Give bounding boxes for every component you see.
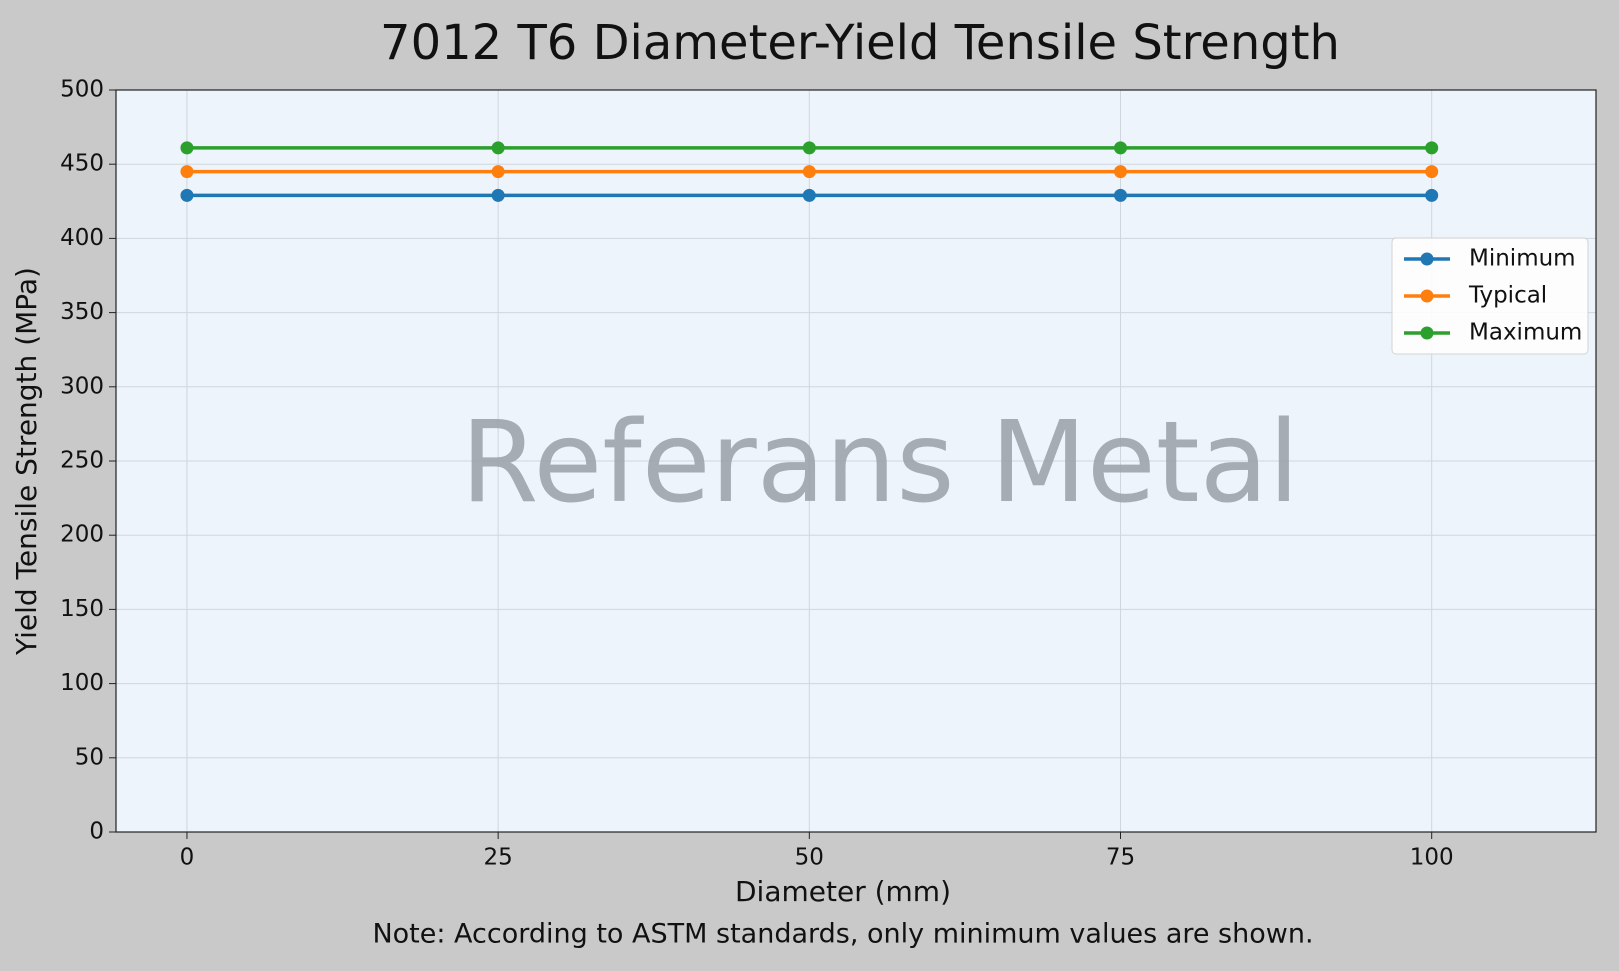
y-tick-label: 200 (60, 522, 104, 548)
legend-marker (1420, 252, 1434, 266)
x-tick-label: 50 (795, 845, 824, 871)
y-tick-label: 400 (60, 225, 104, 251)
watermark: Referans Metal (461, 398, 1300, 528)
y-tick-label: 0 (89, 819, 104, 845)
data-point (802, 165, 816, 179)
y-tick-label: 250 (60, 448, 104, 474)
x-tick-label: 75 (1106, 845, 1135, 871)
data-point (1114, 165, 1128, 179)
note: Note: According to ASTM standards, only … (372, 919, 1313, 950)
y-tick-label: 500 (60, 77, 104, 103)
legend-label: Minimum (1469, 246, 1576, 272)
legend-marker (1420, 326, 1434, 340)
y-tick-label: 300 (60, 373, 104, 399)
data-point (491, 188, 505, 202)
chart-title: 7012 T6 Diameter-Yield Tensile Strength (380, 15, 1340, 71)
y-tick-label: 100 (60, 670, 104, 696)
data-point (180, 141, 194, 155)
legend: Minimum Typical Maximum (1391, 237, 1589, 355)
data-point (1114, 141, 1128, 155)
data-point (491, 141, 505, 155)
legend-label: Maximum (1469, 320, 1582, 346)
legend-label: Typical (1468, 283, 1547, 309)
y-tick-label: 50 (75, 744, 104, 770)
legend-marker (1420, 289, 1434, 303)
y-tick-label: 150 (60, 596, 104, 622)
data-point (1425, 165, 1439, 179)
legend-box (1391, 237, 1589, 355)
plot-frame (115, 89, 1597, 833)
data-point (802, 188, 816, 202)
x-tick-label: 0 (180, 845, 195, 871)
x-axis-label: Diameter (mm) (735, 875, 951, 908)
data-point (1114, 188, 1128, 202)
data-point (180, 165, 194, 179)
data-point (1425, 188, 1439, 202)
data-point (491, 165, 505, 179)
x-tick-label: 25 (483, 845, 512, 871)
series-layer (180, 141, 1439, 202)
data-point (1425, 141, 1439, 155)
y-tick-label: 350 (60, 299, 104, 325)
y-axis-label: Yield Tensile Strength (MPa) (10, 267, 43, 656)
data-point (802, 141, 816, 155)
x-tick-label: 100 (1410, 845, 1454, 871)
data-point (180, 188, 194, 202)
y-tick-label: 450 (60, 151, 104, 177)
